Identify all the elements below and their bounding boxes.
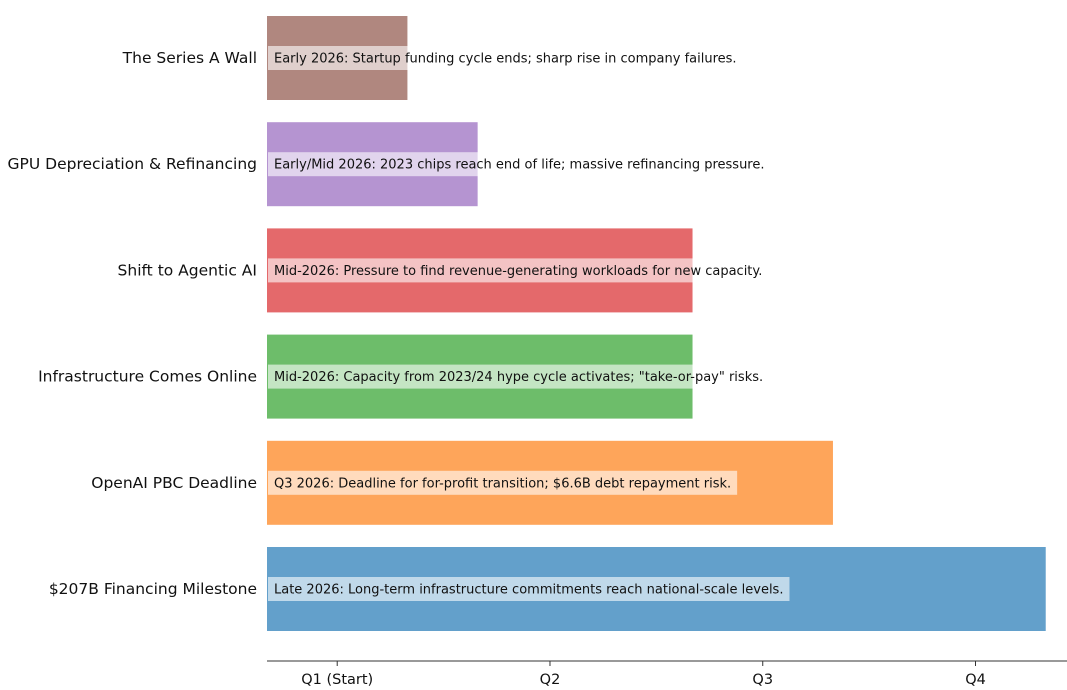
x-tick-label-2: Q3 [752,672,773,688]
bar-annotation-4: Q3 2026: Deadline for for-profit transit… [268,470,738,495]
category-label-4: OpenAI PBC Deadline [91,474,257,492]
bar-annotation-box-5 [268,577,790,601]
bar-annotation-1: Early/Mid 2026: 2023 chips reach end of … [268,152,771,177]
bar-annotation-box-0 [268,46,743,70]
bar-annotation-text-0: Early 2026: Startup funding cycle ends; … [274,52,737,67]
bar-annotation-box-4 [268,470,738,495]
bar-annotation-box-3 [268,364,770,389]
category-label-2: Shift to Agentic AI [118,261,257,279]
bar-annotation-box-2 [268,258,769,283]
category-label-0: The Series A Wall [122,49,257,67]
bar-annotation-text-1: Early/Mid 2026: 2023 chips reach end of … [274,158,765,173]
x-tick-label-3: Q4 [965,672,986,688]
x-tick-label-1: Q2 [540,672,561,688]
category-label-3: Infrastructure Comes Online [38,368,257,386]
bar-annotation-text-5: Late 2026: Long-term infrastructure comm… [274,583,783,598]
bar-annotation-box-1 [268,152,771,177]
x-tick-label-0: Q1 (Start) [301,672,373,688]
bar-annotation-text-4: Q3 2026: Deadline for for-profit transit… [274,476,731,491]
bar-annotation-text-3: Mid-2026: Capacity from 2023/24 hype cyc… [274,370,763,385]
bar-annotation-text-2: Mid-2026: Pressure to find revenue-gener… [274,264,762,279]
bar-annotation-0: Early 2026: Startup funding cycle ends; … [268,46,743,70]
bars-layer: Early 2026: Startup funding cycle ends; … [267,16,1046,631]
bar-annotation-5: Late 2026: Long-term infrastructure comm… [268,577,790,601]
bar-annotation-2: Mid-2026: Pressure to find revenue-gener… [268,258,769,283]
category-label-5: $207B Financing Milestone [49,580,257,598]
bar-annotation-3: Mid-2026: Capacity from 2023/24 hype cyc… [268,364,770,389]
category-labels: The Series A Wall GPU Depreciation & Refi… [8,49,257,598]
x-axis: Q1 (Start) Q2 Q3 Q4 [267,660,1067,688]
category-label-1: GPU Depreciation & Refinancing [8,155,257,173]
